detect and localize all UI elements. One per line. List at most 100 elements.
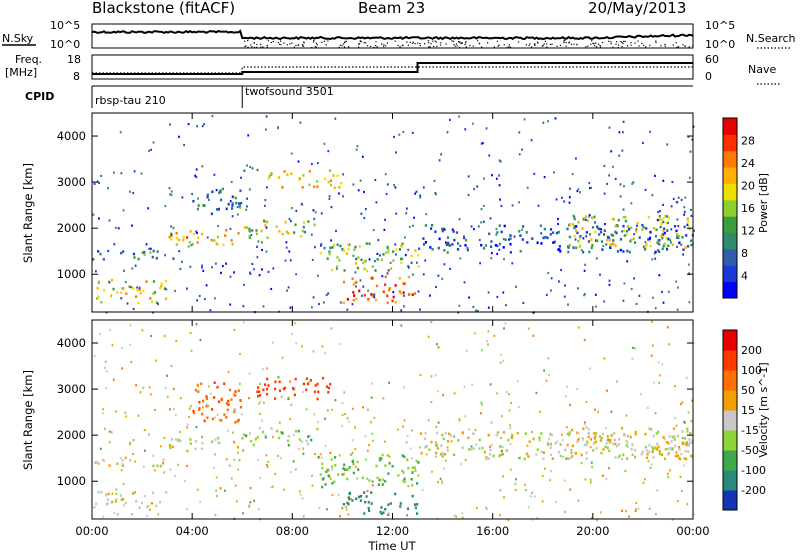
heatmap-noise-cell <box>535 391 538 394</box>
heatmap-cell <box>116 462 119 465</box>
heatmap-noise-cell <box>495 233 498 236</box>
heatmap-noise-cell <box>402 294 405 297</box>
heatmap-noise-cell <box>413 216 415 219</box>
heatmap-noise-cell <box>299 121 302 124</box>
heatmap-cell <box>579 235 582 238</box>
heatmap-noise-cell <box>265 226 268 229</box>
heatmap-noise-cell <box>351 303 354 306</box>
heatmap-noise-cell <box>654 257 657 260</box>
heatmap-cell <box>540 450 543 454</box>
heatmap-noise-cell <box>681 401 684 404</box>
heatmap-cell <box>667 244 670 248</box>
noise-search-dot <box>344 42 346 44</box>
heatmap-noise-cell <box>272 341 274 344</box>
colorbar-tick-label: 50 <box>741 384 755 397</box>
heatmap-cell <box>640 452 643 456</box>
noise-search-dot <box>433 45 435 48</box>
noise-search-dot <box>342 43 344 45</box>
heatmap-noise-cell <box>458 418 461 421</box>
heatmap-noise-cell <box>237 451 239 454</box>
heatmap-noise-cell <box>272 435 274 438</box>
heatmap-cell <box>194 388 197 392</box>
heatmap-cell <box>325 470 328 473</box>
heatmap-noise-cell <box>279 457 282 460</box>
heatmap-cell <box>112 287 115 291</box>
heatmap-cell <box>227 403 230 407</box>
heatmap-cell <box>590 238 593 241</box>
heatmap-noise-cell <box>123 504 125 507</box>
y-tick-label: 4000 <box>57 129 86 143</box>
heatmap-cell <box>577 431 580 435</box>
heatmap-cell <box>559 250 562 253</box>
heatmap-cell <box>566 443 569 447</box>
heatmap-cell <box>142 289 145 293</box>
heatmap-cell <box>600 240 604 243</box>
heatmap-noise-cell <box>128 443 131 446</box>
heatmap-noise-cell <box>474 428 477 432</box>
heatmap-noise-cell <box>638 294 641 297</box>
heatmap-cell <box>227 202 230 206</box>
heatmap-noise-cell <box>265 250 268 253</box>
heatmap-cell <box>652 227 655 230</box>
heatmap-noise-cell <box>555 198 558 201</box>
heatmap-noise-cell <box>261 241 263 244</box>
noise-search-dot <box>675 42 677 44</box>
heatmap-noise-cell <box>334 399 337 402</box>
heatmap-noise-cell <box>320 456 323 459</box>
heatmap-noise-cell <box>642 141 644 144</box>
heatmap-noise-cell <box>463 385 466 388</box>
heatmap-cell <box>95 460 98 464</box>
heatmap-cell <box>568 431 571 434</box>
heatmap-cell <box>387 251 390 254</box>
heatmap-cell <box>416 482 419 485</box>
heatmap-noise-cell <box>131 267 134 270</box>
heatmap-cell <box>609 245 612 249</box>
heatmap-cell <box>681 430 684 433</box>
heatmap-cell <box>585 231 588 234</box>
heatmap-noise-cell <box>515 478 517 481</box>
heatmap-noise-cell <box>149 247 152 250</box>
heatmap-noise-cell <box>220 271 222 274</box>
heatmap-cell <box>503 224 506 228</box>
heatmap-noise-cell <box>314 246 316 249</box>
heatmap-noise-cell <box>526 186 529 189</box>
station-title: Blackstone (fitACF) <box>92 0 235 17</box>
noise-search-dot <box>436 45 438 47</box>
heatmap-noise-cell <box>564 284 566 287</box>
heatmap-cell <box>236 446 239 449</box>
heatmap-noise-cell <box>405 441 408 444</box>
noise-search-dot <box>295 44 297 46</box>
heatmap-cell <box>196 207 199 211</box>
heatmap-noise-cell <box>561 196 563 199</box>
heatmap-noise-cell <box>215 489 217 492</box>
heatmap-cell <box>628 250 631 254</box>
noise-search-dot <box>624 40 626 42</box>
heatmap-noise-cell <box>666 326 669 329</box>
heatmap-noise-cell <box>181 196 184 199</box>
heatmap-noise-cell <box>101 412 104 415</box>
heatmap-noise-cell <box>302 452 305 455</box>
heatmap-noise-cell <box>499 489 502 492</box>
noise-search-dot <box>477 40 479 42</box>
heatmap-noise-cell <box>683 464 686 467</box>
colorbar-segment <box>723 350 737 371</box>
heatmap-cell <box>587 428 590 431</box>
heatmap-noise-cell <box>326 468 329 471</box>
heatmap-cell <box>192 199 195 203</box>
heatmap-cell <box>97 295 100 299</box>
heatmap-cell <box>623 234 626 237</box>
heatmap-noise-cell <box>362 285 365 288</box>
heatmap-noise-cell <box>511 262 514 265</box>
heatmap-noise-cell <box>588 214 591 217</box>
heatmap-noise-cell <box>234 484 237 487</box>
heatmap-noise-cell <box>233 328 236 331</box>
heatmap-cell <box>294 223 297 227</box>
heatmap-cell <box>422 237 425 240</box>
heatmap-noise-cell <box>688 301 691 304</box>
noise-search-dot <box>435 41 437 43</box>
heatmap-cell <box>139 291 142 295</box>
heatmap-cell <box>611 218 614 221</box>
heatmap-noise-cell <box>188 407 191 410</box>
heatmap-noise-cell <box>187 123 190 126</box>
noise-search-dot <box>456 45 458 47</box>
